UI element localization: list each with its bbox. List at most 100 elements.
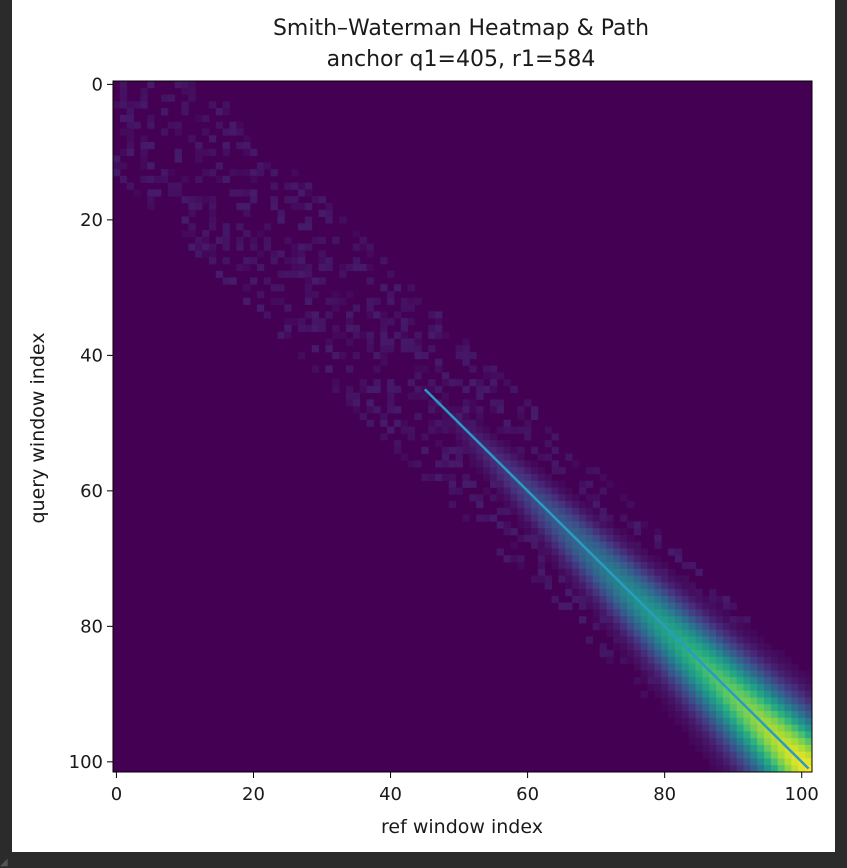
- heatmap-cell: [387, 392, 395, 400]
- heatmap-cell: [640, 616, 648, 624]
- heatmap-cell: [585, 555, 594, 563]
- heatmap-cell: [743, 643, 751, 651]
- heatmap-cell: [777, 704, 785, 712]
- heatmap-cell: [722, 758, 731, 766]
- heatmap-cell: [565, 602, 573, 610]
- heatmap-cell: [695, 731, 703, 739]
- heatmap-cell: [722, 616, 731, 624]
- heatmap-cell: [674, 650, 683, 658]
- heatmap-cell: [709, 711, 717, 719]
- heatmap-cell: [489, 514, 498, 522]
- heatmap-cell: [791, 744, 799, 753]
- heatmap-cell: [428, 379, 436, 387]
- heatmap-cell: [750, 650, 758, 658]
- heatmap-cell: [462, 345, 470, 353]
- heatmap-cell: [716, 724, 724, 732]
- heatmap-cell: [784, 690, 792, 698]
- heatmap-cell: [674, 609, 683, 617]
- heatmap-cell: [592, 589, 600, 597]
- heatmap-cell: [770, 744, 779, 753]
- heatmap-cell: [318, 277, 326, 285]
- heatmap-cell: [250, 175, 258, 184]
- heatmap-cell: [764, 717, 772, 725]
- heatmap-cell: [688, 683, 696, 692]
- heatmap-cell: [544, 555, 552, 563]
- heatmap-cell: [531, 487, 539, 495]
- heatmap-cell: [188, 230, 196, 238]
- heatmap-cell: [585, 595, 594, 604]
- heatmap-cell: [640, 561, 648, 570]
- heatmap-cell: [654, 622, 662, 631]
- heatmap-cell: [325, 257, 333, 265]
- heatmap-cell: [352, 324, 361, 333]
- heatmap-cell: [174, 121, 182, 129]
- heatmap-cell: [681, 724, 690, 732]
- heatmap-cell: [565, 575, 573, 583]
- heatmap-cell: [229, 128, 237, 136]
- heatmap-cell: [585, 507, 594, 515]
- resize-handle-icon: ◢: [0, 857, 8, 868]
- heatmap-cell: [243, 135, 251, 143]
- heatmap-cell: [222, 108, 230, 116]
- heatmap-cell: [743, 724, 751, 732]
- heatmap-cell: [140, 101, 148, 109]
- heatmap-cell: [558, 561, 566, 570]
- heatmap-cell: [579, 501, 587, 509]
- heatmap-cell: [620, 595, 628, 604]
- heatmap-cell: [544, 440, 552, 448]
- heatmap-cell: [483, 433, 491, 441]
- heatmap-cell: [229, 189, 237, 197]
- heatmap-cell: [716, 744, 724, 753]
- heatmap-cell: [729, 704, 738, 712]
- heatmap-cell: [558, 541, 566, 549]
- heatmap-cell: [311, 236, 319, 244]
- heatmap-cell: [620, 636, 628, 644]
- heatmap-cell: [716, 738, 724, 746]
- heatmap-cell: [311, 324, 319, 333]
- heatmap-cell: [215, 270, 224, 278]
- heatmap-cell: [654, 582, 662, 590]
- heatmap-cell: [743, 629, 751, 637]
- heatmap-cell: [517, 561, 525, 570]
- heatmap-cell: [668, 704, 676, 712]
- heatmap-cell: [551, 446, 559, 454]
- heatmap-cell: [462, 440, 470, 448]
- heatmap-cell: [599, 534, 607, 543]
- heatmap-cell: [613, 582, 621, 590]
- heatmap-cell: [640, 663, 648, 671]
- heatmap-cell: [709, 595, 717, 604]
- heatmap-cell: [558, 494, 566, 502]
- heatmap-cell: [510, 467, 518, 475]
- heatmap-cell: [325, 216, 333, 224]
- heatmap-cell: [606, 561, 614, 570]
- heatmap-cell: [688, 656, 696, 664]
- heatmap-cell: [311, 318, 319, 326]
- heatmap-cell: [366, 406, 374, 414]
- heatmap-cell: [585, 494, 594, 502]
- heatmap-cell: [270, 250, 278, 258]
- heatmap-cell: [517, 406, 525, 414]
- heatmap-cell: [695, 704, 703, 712]
- heatmap-cell: [195, 148, 203, 156]
- heatmap-cell: [702, 670, 710, 678]
- heatmap-cell: [674, 711, 683, 719]
- heatmap-cell: [332, 385, 340, 394]
- heatmap-cell: [633, 555, 642, 563]
- heatmap-cell: [195, 155, 203, 163]
- heatmap-cell: [716, 683, 724, 692]
- heatmap-cell: [380, 412, 388, 421]
- heatmap-cell: [620, 616, 628, 624]
- heatmap-cell: [188, 202, 196, 211]
- heatmap-cell: [503, 480, 511, 488]
- heatmap-cell: [510, 446, 518, 454]
- heatmap-cell: [777, 711, 785, 719]
- heatmap-cell: [805, 724, 813, 732]
- heatmap-cell: [483, 460, 491, 468]
- heatmap-cell: [325, 263, 333, 272]
- heatmap-cell: [551, 494, 559, 502]
- heatmap-cell: [606, 622, 614, 631]
- heatmap-cell: [757, 677, 765, 685]
- heatmap-cell: [674, 683, 683, 692]
- x-tick-label: 100: [785, 784, 819, 805]
- heatmap-cell: [325, 311, 333, 319]
